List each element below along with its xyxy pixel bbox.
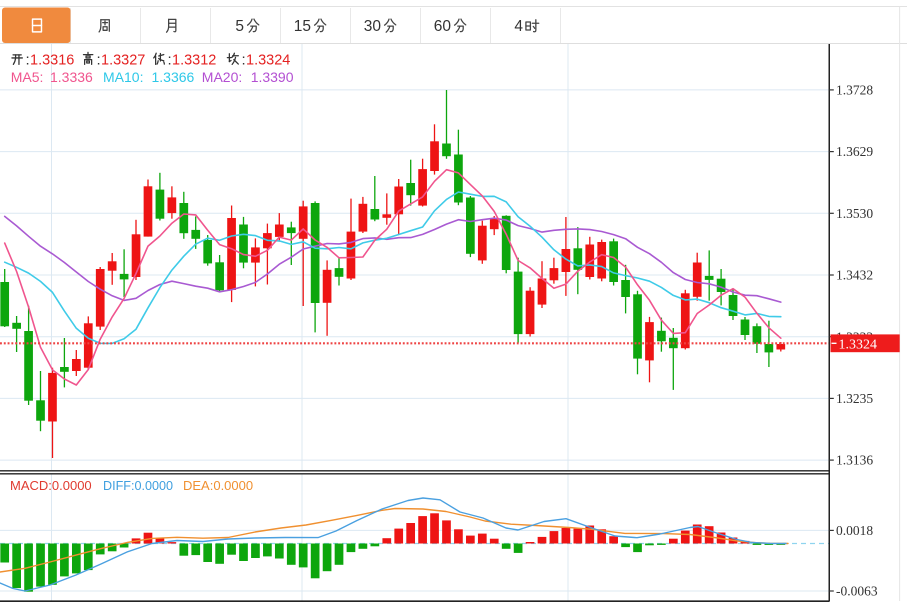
svg-text::: : bbox=[97, 52, 101, 69]
svg-text:1.3432: 1.3432 bbox=[836, 268, 873, 283]
svg-text:1.3728: 1.3728 bbox=[836, 83, 873, 98]
svg-text:DIFF:0.0000: DIFF:0.0000 bbox=[103, 479, 173, 493]
svg-text:1.3324: 1.3324 bbox=[246, 53, 290, 69]
svg-text:1.3136: 1.3136 bbox=[836, 453, 873, 468]
svg-text:1.3629: 1.3629 bbox=[836, 144, 873, 159]
svg-text:4: 4 bbox=[514, 18, 523, 35]
svg-text:1.3366: 1.3366 bbox=[152, 69, 195, 85]
svg-text:60: 60 bbox=[434, 18, 452, 35]
svg-text:1.3336: 1.3336 bbox=[50, 69, 93, 85]
svg-text:MA10:: MA10: bbox=[103, 69, 143, 85]
svg-text:1.3316: 1.3316 bbox=[30, 53, 74, 69]
svg-text:DEA:0.0000: DEA:0.0000 bbox=[183, 478, 253, 493]
svg-text:1.3312: 1.3312 bbox=[172, 53, 216, 69]
svg-text:1.3327: 1.3327 bbox=[101, 53, 145, 69]
svg-text:MA5:: MA5: bbox=[11, 69, 44, 85]
svg-text::: : bbox=[26, 52, 30, 69]
svg-text:-0.0063: -0.0063 bbox=[836, 584, 878, 599]
svg-text:MACD:0.0000: MACD:0.0000 bbox=[10, 478, 92, 493]
svg-text:30: 30 bbox=[364, 18, 382, 35]
svg-text:1.3530: 1.3530 bbox=[836, 206, 873, 221]
svg-text:0.0018: 0.0018 bbox=[836, 523, 873, 538]
svg-text::: : bbox=[242, 52, 246, 69]
svg-text:15: 15 bbox=[294, 18, 311, 35]
svg-text:1.3390: 1.3390 bbox=[251, 69, 294, 85]
svg-text:1.3324: 1.3324 bbox=[839, 338, 878, 353]
svg-text:5: 5 bbox=[235, 18, 244, 35]
svg-text::: : bbox=[168, 52, 172, 69]
svg-text:1.3235: 1.3235 bbox=[836, 391, 873, 406]
svg-text:MA20:: MA20: bbox=[202, 69, 242, 85]
